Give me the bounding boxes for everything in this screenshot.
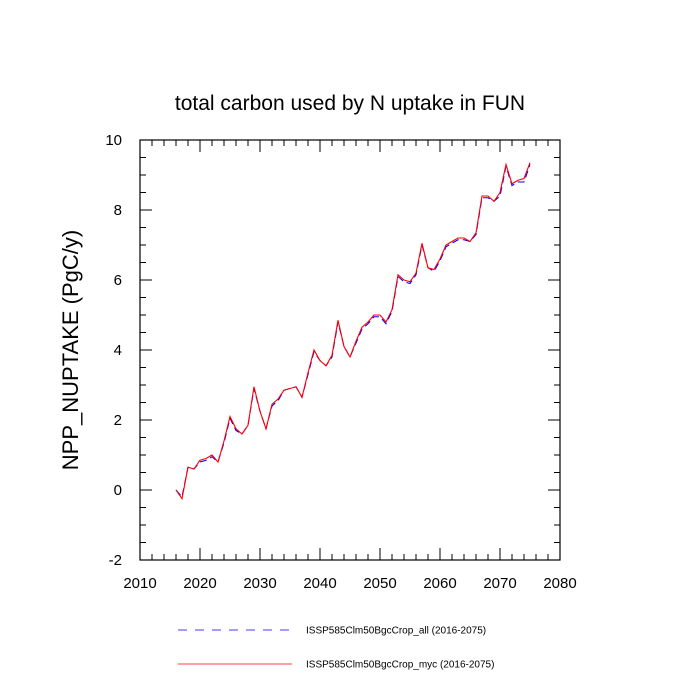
axis-ticks [139,139,561,561]
x-tick-label: 2020 [183,575,216,592]
plot-frame [139,139,561,561]
chart-title: total carbon used by N uptake in FUN [175,92,525,115]
x-tick-label: 2030 [243,575,276,592]
y-axis-label: NPP_NUPTAKE (PgC/y) [58,230,83,470]
y-tick-label: 2 [114,412,122,429]
series-lines [175,162,531,501]
y-tick-label: -2 [109,552,122,569]
series-line-2 [175,162,531,501]
x-tick-label: 2010 [123,575,156,592]
legend-label-2: ISSP585Clm50BgcCrop_myc (2016-2075) [306,660,494,671]
y-tick-label: 0 [114,482,122,499]
x-tick-label: 2070 [483,575,516,592]
x-tick-label: 2040 [303,575,336,592]
x-tick-label: 2050 [363,575,396,592]
y-tick-label: 4 [114,342,122,359]
legend-label-1: ISSP585Clm50BgcCrop_all (2016-2075) [306,626,486,637]
axis-tick-labels: 2010 2020 2030 2040 2050 2060 2070 2080 -2 0 2 4 6 8 1… [105,132,576,592]
y-tick-label: 6 [114,272,122,289]
legend: ISSP585Clm50BgcCrop_all (2016-2075) ISSP5… [178,626,494,671]
x-tick-label: 2080 [543,575,576,592]
series-line-1 [175,164,531,499]
y-tick-label: 8 [114,202,122,219]
x-tick-label: 2060 [423,575,456,592]
y-tick-label: 10 [105,132,122,149]
